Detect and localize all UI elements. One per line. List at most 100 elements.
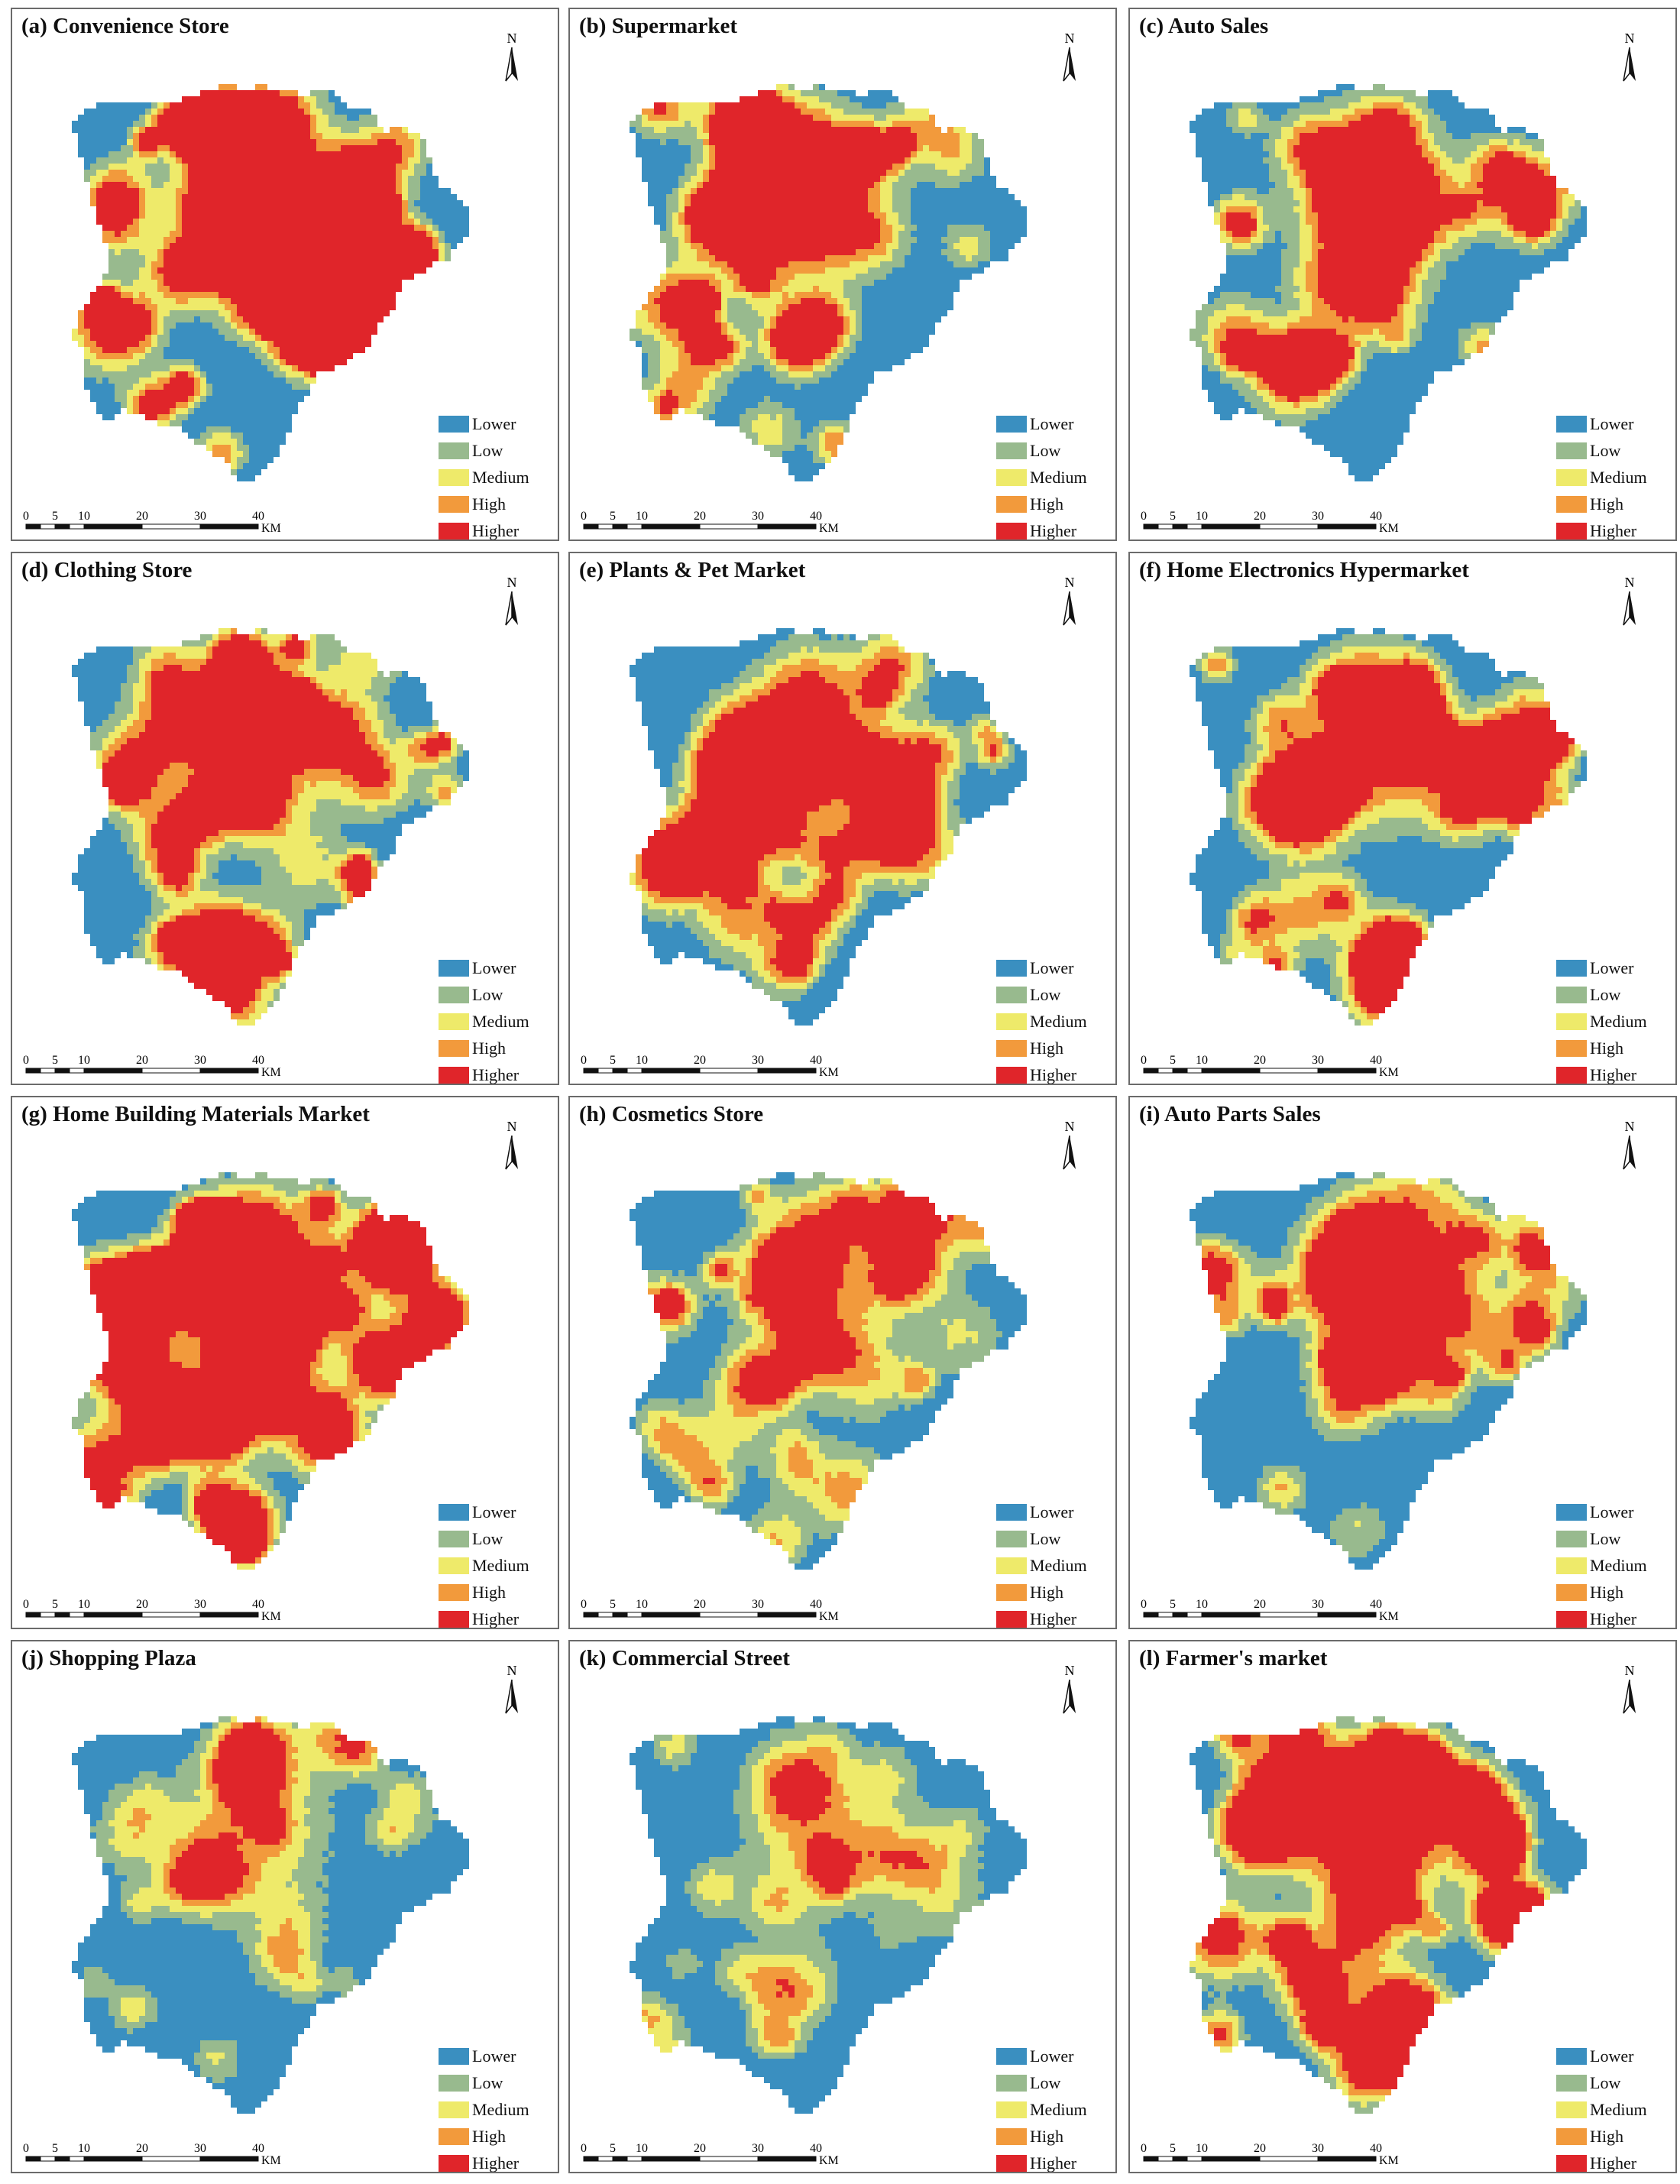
density-cell bbox=[170, 127, 176, 133]
density-cell bbox=[642, 176, 648, 182]
density-cell bbox=[292, 206, 298, 212]
density-cell bbox=[905, 335, 911, 341]
density-cell bbox=[697, 188, 703, 194]
density-cell bbox=[898, 115, 905, 121]
density-cell bbox=[102, 133, 108, 139]
density-cell bbox=[439, 206, 445, 212]
density-cell bbox=[139, 151, 145, 157]
density-cell bbox=[733, 121, 740, 127]
density-cell bbox=[831, 96, 837, 102]
density-cell bbox=[426, 249, 432, 255]
density-cell bbox=[316, 304, 322, 310]
density-cell bbox=[176, 200, 182, 206]
legend-item: Higher bbox=[439, 521, 553, 540]
density-cell bbox=[764, 267, 770, 274]
density-cell bbox=[984, 206, 990, 212]
density-cell bbox=[218, 109, 225, 115]
density-cell bbox=[758, 255, 764, 261]
density-cell bbox=[237, 121, 243, 127]
density-cell bbox=[353, 304, 359, 310]
density-cell bbox=[666, 212, 672, 219]
density-cell bbox=[758, 139, 764, 145]
density-cell bbox=[108, 378, 115, 384]
density-cell bbox=[139, 157, 145, 164]
density-cell bbox=[194, 322, 200, 329]
density-cell bbox=[115, 274, 121, 280]
density-cell bbox=[286, 408, 292, 414]
density-cell bbox=[715, 292, 721, 298]
density-cell bbox=[642, 164, 648, 170]
density-cell bbox=[740, 200, 746, 206]
scale-bar: 0 5 10 20 30 40 KM bbox=[21, 504, 281, 538]
density-cell bbox=[151, 133, 157, 139]
density-cell bbox=[874, 310, 880, 316]
density-cell bbox=[402, 145, 408, 151]
density-cell bbox=[654, 200, 660, 206]
density-cell bbox=[298, 206, 304, 212]
density-cell bbox=[170, 353, 176, 359]
density-cell bbox=[432, 219, 439, 225]
density-cell bbox=[261, 384, 267, 390]
density-cell bbox=[414, 170, 420, 176]
density-cell bbox=[782, 200, 788, 206]
density-cell bbox=[96, 329, 102, 335]
density-cell bbox=[133, 182, 139, 188]
density-cell bbox=[886, 206, 892, 212]
density-cell bbox=[274, 96, 280, 102]
density-cell bbox=[782, 274, 788, 280]
density-cell bbox=[163, 316, 170, 322]
density-cell bbox=[813, 145, 819, 151]
density-cell bbox=[678, 280, 685, 286]
density-cell bbox=[672, 200, 678, 206]
density-cell bbox=[335, 335, 341, 341]
density-cell bbox=[249, 206, 255, 212]
density-cell bbox=[157, 384, 163, 390]
density-cell bbox=[831, 267, 837, 274]
density-cell bbox=[709, 182, 715, 188]
density-cell bbox=[868, 145, 874, 151]
density-cell bbox=[874, 267, 880, 274]
density-cell bbox=[733, 182, 740, 188]
density-cell bbox=[163, 225, 170, 231]
density-cell bbox=[770, 121, 776, 127]
density-cell bbox=[310, 225, 316, 231]
density-cell bbox=[874, 188, 880, 194]
density-cell bbox=[929, 194, 935, 200]
density-cell bbox=[133, 170, 139, 176]
density-cell bbox=[365, 261, 371, 267]
density-cell bbox=[746, 286, 752, 292]
density-cell bbox=[960, 212, 966, 219]
density-cell bbox=[648, 115, 654, 121]
density-cell bbox=[206, 133, 212, 139]
density-cell bbox=[316, 359, 322, 365]
density-cell bbox=[660, 212, 666, 219]
density-cell bbox=[905, 329, 911, 335]
density-cell bbox=[905, 176, 911, 182]
density-cell bbox=[831, 335, 837, 341]
density-cell bbox=[365, 225, 371, 231]
density-cell bbox=[733, 280, 740, 286]
density-cell bbox=[709, 151, 715, 157]
density-cell bbox=[721, 280, 727, 286]
scale-segment bbox=[141, 523, 201, 530]
density-cell bbox=[862, 127, 868, 133]
density-cell bbox=[917, 188, 923, 194]
density-cell bbox=[813, 322, 819, 329]
density-cell bbox=[225, 384, 231, 390]
density-cell bbox=[886, 109, 892, 115]
density-cell bbox=[127, 194, 133, 200]
density-cell bbox=[666, 237, 672, 243]
density-cell bbox=[206, 433, 212, 439]
density-cell bbox=[432, 182, 439, 188]
density-cell bbox=[685, 194, 691, 200]
density-cell bbox=[996, 212, 1002, 219]
density-cell bbox=[795, 304, 801, 310]
density-cell bbox=[825, 212, 831, 219]
density-cell bbox=[678, 237, 685, 243]
density-cell bbox=[408, 145, 414, 151]
density-cell bbox=[819, 243, 825, 249]
density-cell bbox=[703, 206, 709, 212]
density-cell bbox=[304, 310, 310, 316]
density-cell bbox=[127, 255, 133, 261]
density-cell bbox=[249, 133, 255, 139]
